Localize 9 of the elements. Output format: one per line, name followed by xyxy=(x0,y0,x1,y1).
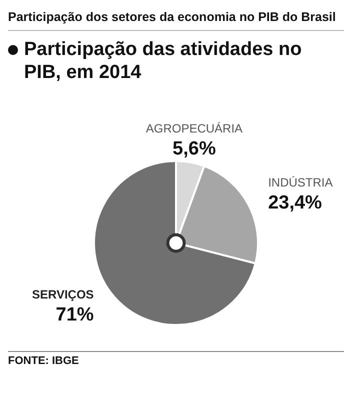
slice-label: AGROPECUÁRIA xyxy=(146,121,243,136)
slice-label: SERVIÇOS xyxy=(32,287,94,302)
data-label: 5,6% xyxy=(172,138,216,160)
data-label: 23,4% xyxy=(268,192,322,214)
chart-title: Participação dos setores da economia no PIB do Brasil xyxy=(8,8,344,31)
slice-label: INDÚSTRIA xyxy=(268,175,333,190)
data-label: 71% xyxy=(56,304,94,326)
source-note: FONTE: IBGE xyxy=(8,350,344,367)
chart-subtitle: Participação das atividades no PIB, em 2014 xyxy=(24,39,303,85)
